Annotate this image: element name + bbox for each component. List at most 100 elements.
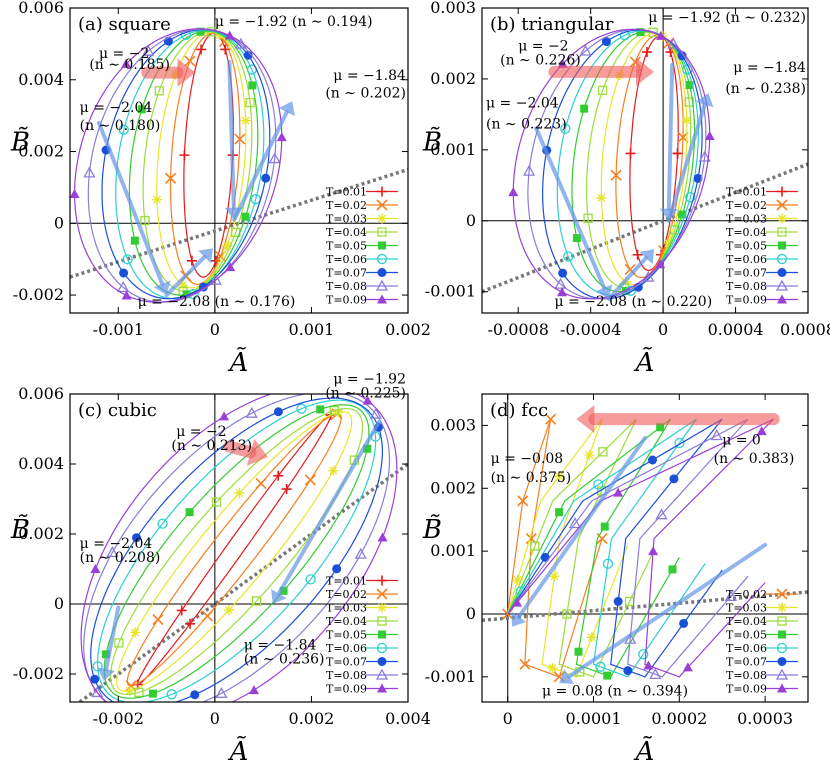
legend-marker (777, 213, 787, 224)
marker-T=0.05 (555, 508, 564, 517)
annotation: μ = −0.08 (491, 451, 564, 467)
marker-T=0.05 (574, 647, 583, 656)
x-tick-label: 0.0008 (780, 320, 830, 339)
legend-label: T=0.06 (726, 642, 767, 655)
x-axis-label: Ã (634, 735, 655, 767)
marker-T=0.04 (648, 27, 658, 37)
marker-T=0.01 (632, 249, 643, 260)
curve-T=0.02 (126, 412, 342, 687)
marker-T=0.06 (560, 123, 571, 134)
legend-label: T=0.05 (726, 629, 767, 642)
curve-T=0.03 (156, 31, 247, 289)
legend-marker (377, 575, 387, 586)
trajectory-arrowhead (198, 248, 213, 264)
marker-T=0.06 (685, 192, 696, 203)
marker-T=0.09 (121, 290, 132, 300)
marker-T=0.03 (124, 685, 135, 696)
marker-T=0.08 (724, 590, 737, 602)
curve-T=0.05 (103, 404, 370, 699)
marker-T=0.01 (196, 44, 207, 55)
marker-T=0.07 (273, 407, 283, 417)
marker-T=0.01 (176, 605, 187, 616)
curve-T=0.03 (507, 418, 629, 678)
y-tick-label: -0.001 (425, 282, 476, 301)
axes-frame (481, 7, 809, 314)
marker-T=0.04 (583, 213, 593, 223)
marker-T=0.03 (512, 575, 523, 586)
trajectory-arrow (232, 110, 289, 222)
x-axis-label: Ã (634, 346, 655, 378)
y-tick-label: 0.003 (430, 0, 476, 17)
y-tick-label: 0.002 (18, 142, 64, 161)
marker-T=0.08 (83, 166, 96, 178)
panel-c: -0.002 0 0.002 0.004 -0.002 0 0.002 0.004 0.006 Ã… (10, 372, 431, 768)
marker-T=0.08 (710, 429, 723, 441)
marker-T=0.02 (234, 133, 246, 145)
legend-label: T=0.03 (726, 602, 767, 615)
annotation: (n ∼ 0.383) (714, 451, 795, 467)
legend-marker (778, 630, 786, 639)
annotation: μ = −2.04 (486, 95, 559, 111)
annotation: (n ∼ 0.185) (89, 57, 170, 73)
y-tick-label: 0 (466, 211, 476, 230)
marker-T=0.05 (678, 210, 687, 219)
y-tick-label: 0.003 (430, 415, 476, 434)
annotation: (n ∼ 0.375) (491, 470, 572, 486)
marker-T=0.05 (656, 423, 665, 432)
marker-T=0.06 (296, 403, 307, 414)
legend-label: T=0.04 (726, 226, 767, 239)
legend-label: T=0.06 (326, 253, 367, 266)
annotation: (n ∼ 0.236) (244, 652, 325, 668)
annotation: (n ∼ 0.223) (486, 117, 567, 133)
trajectory-arrow (606, 256, 648, 301)
marker-T=0.07 (613, 596, 623, 606)
marker-T=0.08 (209, 273, 222, 285)
marker-T=0.05 (185, 508, 194, 517)
axes-frame (481, 393, 809, 703)
axes-frame (69, 393, 409, 703)
marker-T=0.07 (332, 564, 342, 574)
y-tick-label: 0 (54, 594, 64, 613)
marker-T=0.09 (121, 58, 132, 68)
legend-label: T=0.05 (726, 240, 767, 253)
x-tick-label: 0.0003 (737, 709, 793, 728)
x-tick-label: 0 (503, 709, 513, 728)
legend-label: T=0.06 (726, 253, 767, 266)
legend-label: T=0.09 (726, 294, 767, 307)
legend-marker (777, 294, 787, 304)
marker-T=0.02 (201, 610, 213, 622)
marker-T=0.09 (377, 532, 388, 542)
legend-label: T=0.04 (326, 615, 367, 628)
marker-T=0.08 (642, 270, 655, 282)
y-tick-label: 0.002 (18, 524, 64, 543)
y-tick-label: -0.002 (13, 285, 64, 304)
legend-label: T=0.07 (726, 267, 767, 280)
plot-area (482, 405, 808, 684)
legend-marker (775, 279, 789, 291)
annotation: μ = −2 (176, 424, 226, 440)
x-tick-label: 0 (210, 709, 220, 728)
marker-T=0.04 (114, 638, 124, 648)
trajectory-arrowhead (97, 667, 115, 681)
marker-T=0.05 (363, 444, 372, 453)
marker-T=0.09 (557, 287, 568, 297)
marker-T=0.03 (549, 571, 560, 582)
marker-T=0.05 (600, 522, 609, 531)
panel-title: (b) triangular (490, 14, 614, 35)
marker-T=0.08 (106, 546, 119, 558)
legend-marker (377, 213, 387, 224)
marker-T=0.01 (186, 255, 197, 266)
marker-T=0.07 (540, 552, 550, 562)
marker-T=0.09 (648, 546, 659, 556)
marker-T=0.03 (596, 192, 607, 203)
marker-T=0.09 (704, 131, 715, 141)
marker-T=0.06 (674, 437, 685, 449)
marker-T=0.03 (240, 115, 251, 126)
legend-label: T=0.04 (726, 615, 767, 628)
legend-label: T=0.01 (326, 575, 367, 588)
legend-marker (376, 588, 388, 600)
marker-T=0.03 (586, 632, 597, 643)
panel-title: (d) fcc (490, 400, 548, 421)
y-tick-label: 0.002 (430, 478, 476, 497)
marker-T=0.04 (530, 541, 540, 551)
